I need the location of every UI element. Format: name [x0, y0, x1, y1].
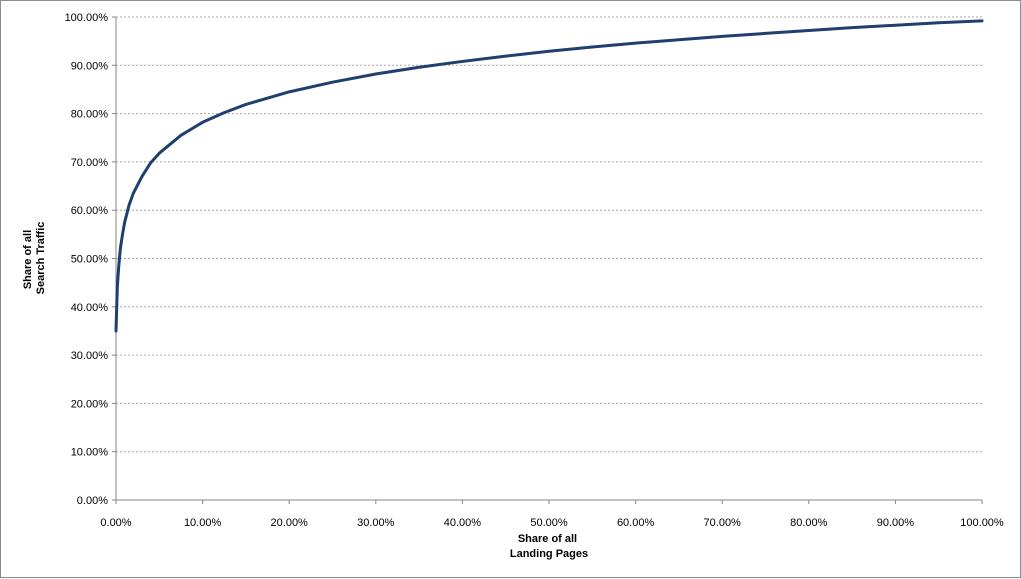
y-tick-label: 100.00%: [65, 12, 109, 24]
y-axis-title: Share of all Search Traffic: [22, 222, 47, 295]
series-line: [114, 19, 984, 333]
x-tick-label: 60.00%: [617, 517, 655, 529]
x-tick-label: 30.00%: [357, 517, 395, 529]
x-axis-title-line-2: Landing Pages: [510, 548, 588, 560]
x-tick-label: 0.00%: [100, 517, 131, 529]
axes: [112, 16, 983, 504]
series: [114, 19, 984, 333]
x-tick-label: 90.00%: [877, 517, 915, 529]
y-axis-title-line-2: Search Traffic: [35, 222, 47, 295]
y-tick-label: 80.00%: [71, 109, 109, 121]
x-axis-title: Share of all Landing Pages: [510, 533, 588, 560]
y-tick-label: 20.00%: [71, 398, 109, 410]
y-tick-label: 40.00%: [71, 302, 109, 314]
x-tick-label: 10.00%: [184, 517, 222, 529]
y-tick-label: 10.00%: [71, 447, 109, 459]
x-tick-label: 80.00%: [790, 517, 828, 529]
x-tick-label: 70.00%: [704, 517, 742, 529]
x-axis-title-line-1: Share of all: [518, 533, 577, 545]
y-tick-label: 30.00%: [71, 350, 109, 362]
y-axis-tick-labels: 0.00% 10.00% 20.00% 30.00% 40.00% 50.00% 60.00…: [65, 12, 109, 507]
y-tick-label: 90.00%: [71, 60, 109, 72]
x-tick-label: 40.00%: [444, 517, 482, 529]
y-tick-label: 0.00%: [77, 495, 108, 507]
gridlines: [116, 16, 982, 453]
x-tick-label: 100.00%: [960, 517, 1004, 529]
x-tick-label: 50.00%: [530, 517, 568, 529]
x-axis-tick-labels: 0.00% 10.00% 20.00% 30.00% 40.00% 50.00% 60.00…: [100, 517, 1004, 529]
x-tick-label: 20.00%: [271, 517, 309, 529]
y-axis-title-line-1: Share of all: [22, 230, 34, 289]
y-tick-label: 60.00%: [71, 205, 109, 217]
y-tick-label: 70.00%: [71, 157, 109, 169]
y-tick-label: 50.00%: [71, 254, 109, 266]
